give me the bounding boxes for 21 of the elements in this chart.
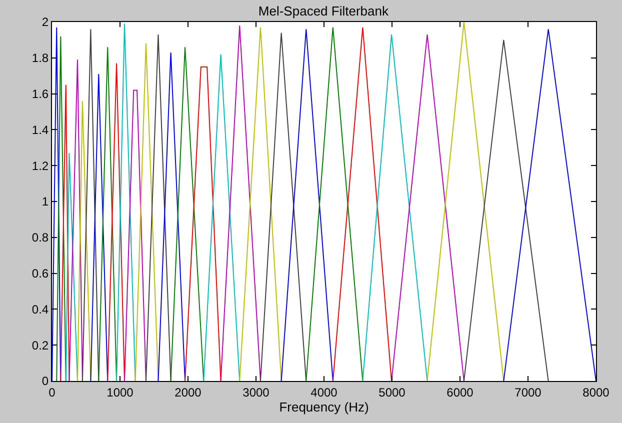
x-tick-label: 2000: [174, 385, 202, 400]
x-tick-label: 5000: [378, 385, 406, 400]
y-tick-label: 0: [42, 374, 49, 388]
y-tick-label: 0.6: [32, 266, 49, 280]
y-tick-label: 0.4: [32, 302, 49, 316]
x-tick-label: 4000: [310, 385, 338, 400]
y-tick-label: 2: [42, 15, 49, 30]
x-axis-title: Frequency (Hz): [279, 399, 369, 414]
x-tick-label: 7000: [514, 385, 542, 400]
chart-title: Mel-Spaced Filterbank: [258, 3, 389, 18]
y-tick-label: 1.6: [32, 87, 49, 101]
y-tick-label: 1: [42, 194, 49, 209]
y-tick-label: 0.8: [32, 230, 49, 245]
y-tick-label: 0.2: [32, 338, 49, 352]
x-tick-label: 6000: [446, 385, 474, 400]
x-tick-label: 8000: [582, 385, 610, 400]
x-tick-label: 1000: [106, 385, 134, 400]
y-tick-label: 1.2: [32, 158, 49, 173]
y-tick-label: 1.8: [32, 51, 49, 66]
y-tick-label: 1.4: [32, 122, 49, 137]
x-tick-label: 3000: [242, 385, 270, 400]
